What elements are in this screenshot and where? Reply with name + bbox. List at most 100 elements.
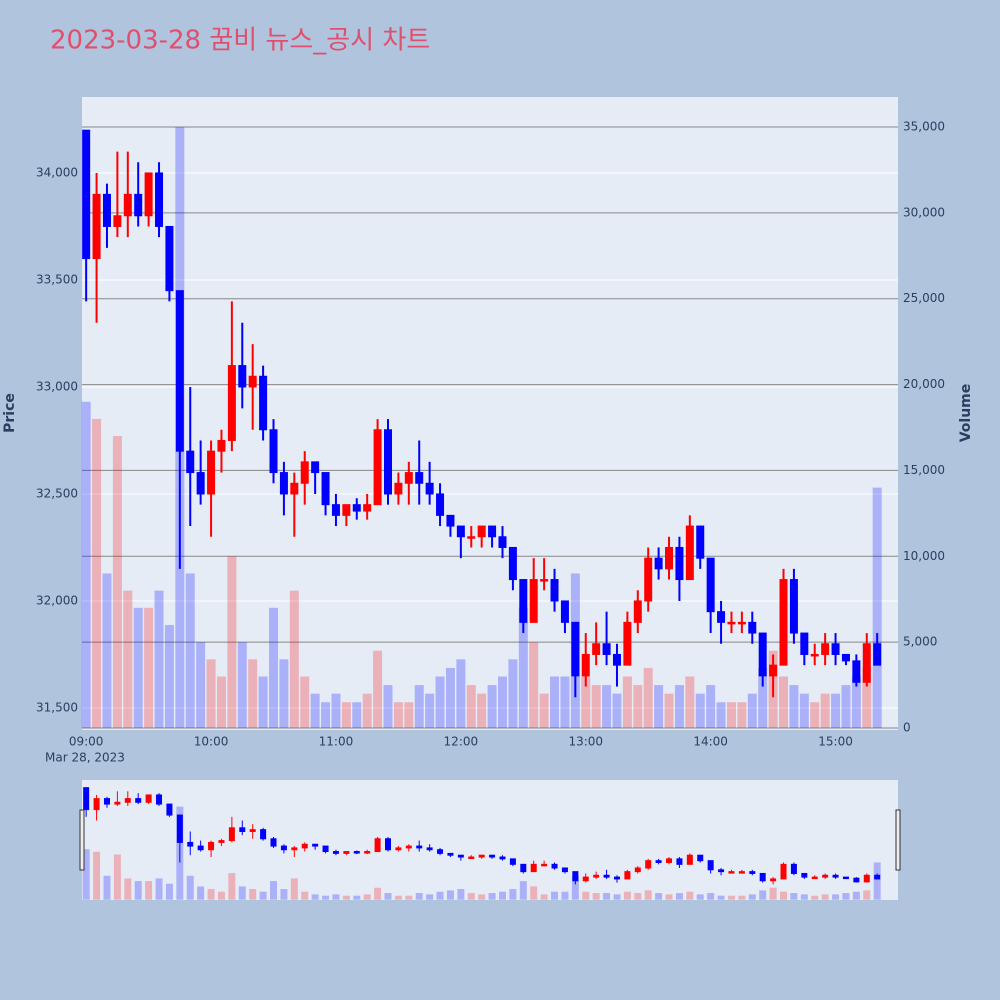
candle-body (175, 290, 184, 452)
volume-bar (799, 693, 809, 729)
candle-body (603, 874, 610, 878)
volume-bar (664, 693, 674, 729)
candle-body (758, 632, 767, 677)
volume-bar (655, 893, 663, 900)
volume-bar (644, 890, 652, 900)
volume-bar (832, 894, 840, 900)
volume-bar (404, 702, 414, 729)
volume-bar (612, 693, 622, 729)
volume-bar (248, 659, 258, 729)
volume-bar (341, 702, 351, 729)
candle-body (541, 863, 548, 867)
volume-bar (487, 685, 497, 729)
volume-bar (383, 685, 393, 729)
x-tick-label: 09:00 (69, 735, 104, 749)
volume-bar (164, 624, 174, 729)
range-handle[interactable] (79, 809, 85, 871)
volume-bar (508, 659, 518, 729)
volume-bar (518, 607, 528, 729)
candle-body (697, 854, 704, 862)
volume-bar (82, 849, 90, 900)
candle-body (82, 129, 91, 260)
volume-bar (103, 875, 111, 900)
candle-body (551, 863, 558, 869)
candle-body (520, 863, 527, 873)
volume-bar (821, 894, 829, 900)
volume-bar (726, 702, 736, 729)
candle-body (311, 461, 320, 474)
volume-bar (186, 875, 194, 900)
volume-bar (258, 676, 268, 729)
candle-body (623, 621, 632, 666)
volume-bar (790, 893, 798, 900)
volume-bar (789, 685, 799, 729)
candle-body (582, 876, 589, 882)
candle-body (156, 794, 163, 805)
volume-bar (862, 667, 872, 729)
volume-bar (289, 590, 299, 729)
volume-bar (415, 893, 423, 900)
candle-body (488, 525, 497, 538)
candle-body (249, 829, 256, 832)
volume-bar (436, 891, 444, 900)
volume-bar (466, 685, 476, 729)
candle-body (477, 525, 486, 538)
volume-bar (280, 889, 288, 900)
volume-bar (478, 894, 486, 900)
candle-body (186, 450, 195, 474)
candle-body (218, 840, 225, 843)
candle-body (217, 439, 226, 452)
volume-bar (362, 693, 372, 729)
volume-bar (259, 891, 267, 900)
volume-bar (560, 676, 570, 729)
volume-bar (279, 659, 289, 729)
candle-body (394, 482, 403, 495)
candle-body (270, 838, 277, 847)
candle-body (602, 643, 611, 655)
candle-body (228, 827, 235, 842)
candle-body (489, 854, 496, 858)
candle-body (134, 193, 143, 217)
volume-bar (269, 607, 279, 729)
volume-bar (497, 676, 507, 729)
volume-bar (134, 881, 142, 900)
candle-body (92, 193, 101, 260)
volume-bar (738, 895, 746, 900)
volume-bar (310, 693, 320, 729)
plot-area (82, 97, 898, 730)
volume-bar (811, 895, 819, 900)
candle-body (831, 643, 840, 655)
volume-bar (540, 894, 548, 900)
candle-body (260, 829, 267, 840)
y2-tick-label: 10,000 (903, 549, 945, 563)
volume-bar (685, 676, 695, 729)
volume-bar (446, 890, 454, 900)
candle-body (176, 814, 183, 843)
candle-body (342, 504, 351, 516)
candle-body (321, 472, 330, 506)
y-tick-label: 33,500 (36, 272, 78, 286)
range-handle[interactable] (895, 809, 901, 871)
volume-bar (123, 590, 133, 729)
volume-bar (582, 891, 590, 900)
volume-bar (841, 685, 851, 729)
candle-body (385, 838, 391, 851)
candle-body (717, 611, 726, 623)
y2-tick-label: 30,000 (903, 205, 945, 219)
candle-body (707, 860, 714, 871)
volume-bar (405, 895, 413, 900)
candle-body (852, 660, 861, 683)
volume-bar (747, 693, 757, 729)
candle-body (457, 854, 464, 858)
candle-body (124, 798, 131, 803)
candle-body (364, 851, 371, 854)
candle-body (499, 856, 506, 860)
candle-body (416, 845, 423, 849)
y2-tick-label: 25,000 (903, 291, 945, 305)
range-slider[interactable] (82, 780, 898, 900)
volume-bar (769, 887, 777, 900)
candle-body (363, 504, 372, 512)
volume-bar (456, 659, 466, 729)
volume-bar (414, 685, 424, 729)
volume-bar (539, 693, 549, 729)
